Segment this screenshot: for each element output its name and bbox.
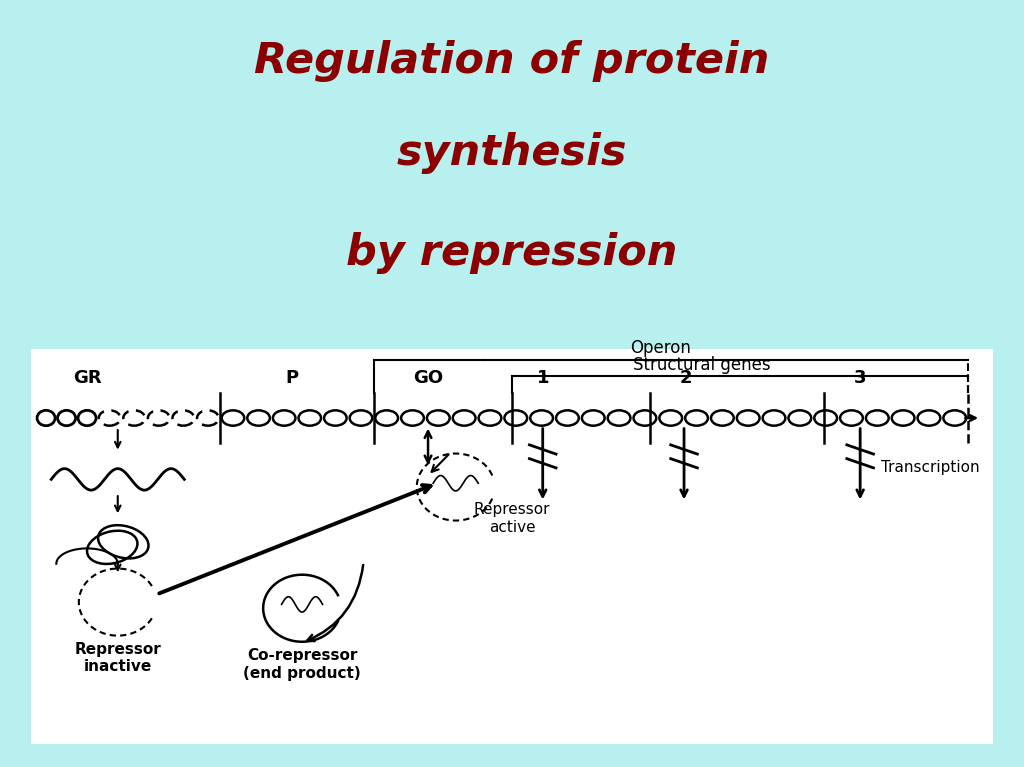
Text: Repressor
inactive: Repressor inactive bbox=[75, 642, 161, 674]
Text: Structural genes: Structural genes bbox=[633, 356, 770, 374]
Text: 2: 2 bbox=[680, 370, 692, 387]
Text: Transcription: Transcription bbox=[881, 460, 979, 476]
Text: GO: GO bbox=[413, 370, 443, 387]
Text: Repressor
active: Repressor active bbox=[474, 502, 550, 535]
Text: 3: 3 bbox=[854, 370, 866, 387]
Text: by repression: by repression bbox=[346, 232, 678, 274]
Text: P: P bbox=[286, 370, 298, 387]
Text: Regulation of protein: Regulation of protein bbox=[254, 41, 770, 82]
Text: 1: 1 bbox=[537, 370, 549, 387]
Text: Operon: Operon bbox=[630, 339, 691, 357]
Bar bbox=[31, 349, 993, 744]
Text: Co-repressor
(end product): Co-repressor (end product) bbox=[244, 648, 360, 680]
Text: GR: GR bbox=[73, 370, 101, 387]
Text: synthesis: synthesis bbox=[396, 133, 628, 174]
